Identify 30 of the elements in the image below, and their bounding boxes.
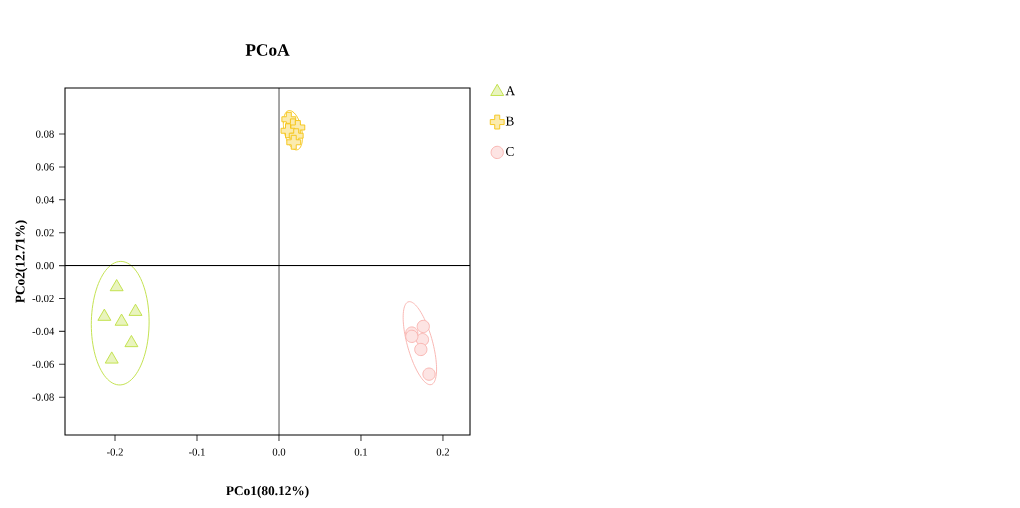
legend-label: A bbox=[505, 86, 516, 96]
y-tick-label: -0.02 bbox=[32, 294, 54, 303]
point bbox=[114, 313, 129, 326]
legend-label: C bbox=[506, 147, 514, 156]
legend-label: B bbox=[505, 116, 514, 126]
point bbox=[97, 308, 112, 321]
x-tick-label: -0.2 bbox=[106, 448, 123, 456]
y-tick-label: -0.04 bbox=[32, 327, 55, 336]
y-tick-label: 0.00 bbox=[36, 262, 54, 270]
point bbox=[414, 342, 428, 357]
x-tick-label: 0.1 bbox=[354, 448, 367, 456]
point bbox=[128, 303, 143, 316]
y-tick-label: 0.04 bbox=[36, 196, 55, 204]
point bbox=[104, 351, 119, 364]
y-tick-label: -0.06 bbox=[32, 360, 54, 368]
y-tick-label: 0.08 bbox=[36, 130, 54, 138]
y-axis-title: PCo2(12.71%) bbox=[15, 220, 28, 303]
point bbox=[416, 319, 430, 334]
y-tick-label: 0.02 bbox=[36, 229, 54, 237]
x-tick-label: 0.2 bbox=[436, 448, 450, 456]
chart-title: PCoA bbox=[245, 44, 290, 56]
point bbox=[124, 334, 139, 348]
y-tick-label: 0.06 bbox=[36, 163, 54, 171]
x-tick-label: -0.1 bbox=[188, 448, 205, 456]
y-tick-label: -0.08 bbox=[32, 393, 54, 401]
point bbox=[286, 134, 302, 150]
x-axis-title: PCo1(80.12%) bbox=[226, 485, 309, 498]
point bbox=[422, 367, 436, 381]
x-tick-label: 0.0 bbox=[272, 448, 286, 456]
point bbox=[109, 279, 124, 292]
